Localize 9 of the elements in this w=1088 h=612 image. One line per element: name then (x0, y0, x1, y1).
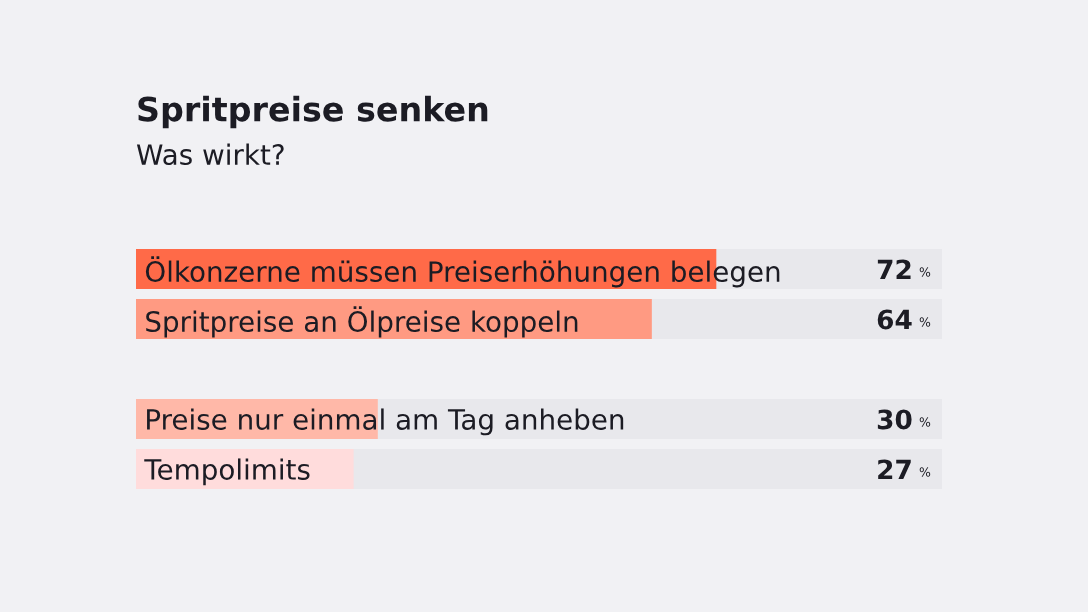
data-label: 72 % (877, 259, 931, 280)
y-tick-label: Preise nur einmal am Tag anheben (147, 408, 624, 436)
y-tick-label: Tempolimits (144, 458, 310, 486)
data-label: 27 % (878, 459, 931, 480)
chart-subtitle: Was wirkt? (136, 143, 284, 166)
y-tick-label: Spritpreise an Ölpreise koppeln (146, 306, 578, 338)
data-label: 64 % (877, 309, 931, 330)
data-label: 30 % (877, 409, 931, 430)
chart-title: Spritpreise senken (138, 95, 488, 129)
